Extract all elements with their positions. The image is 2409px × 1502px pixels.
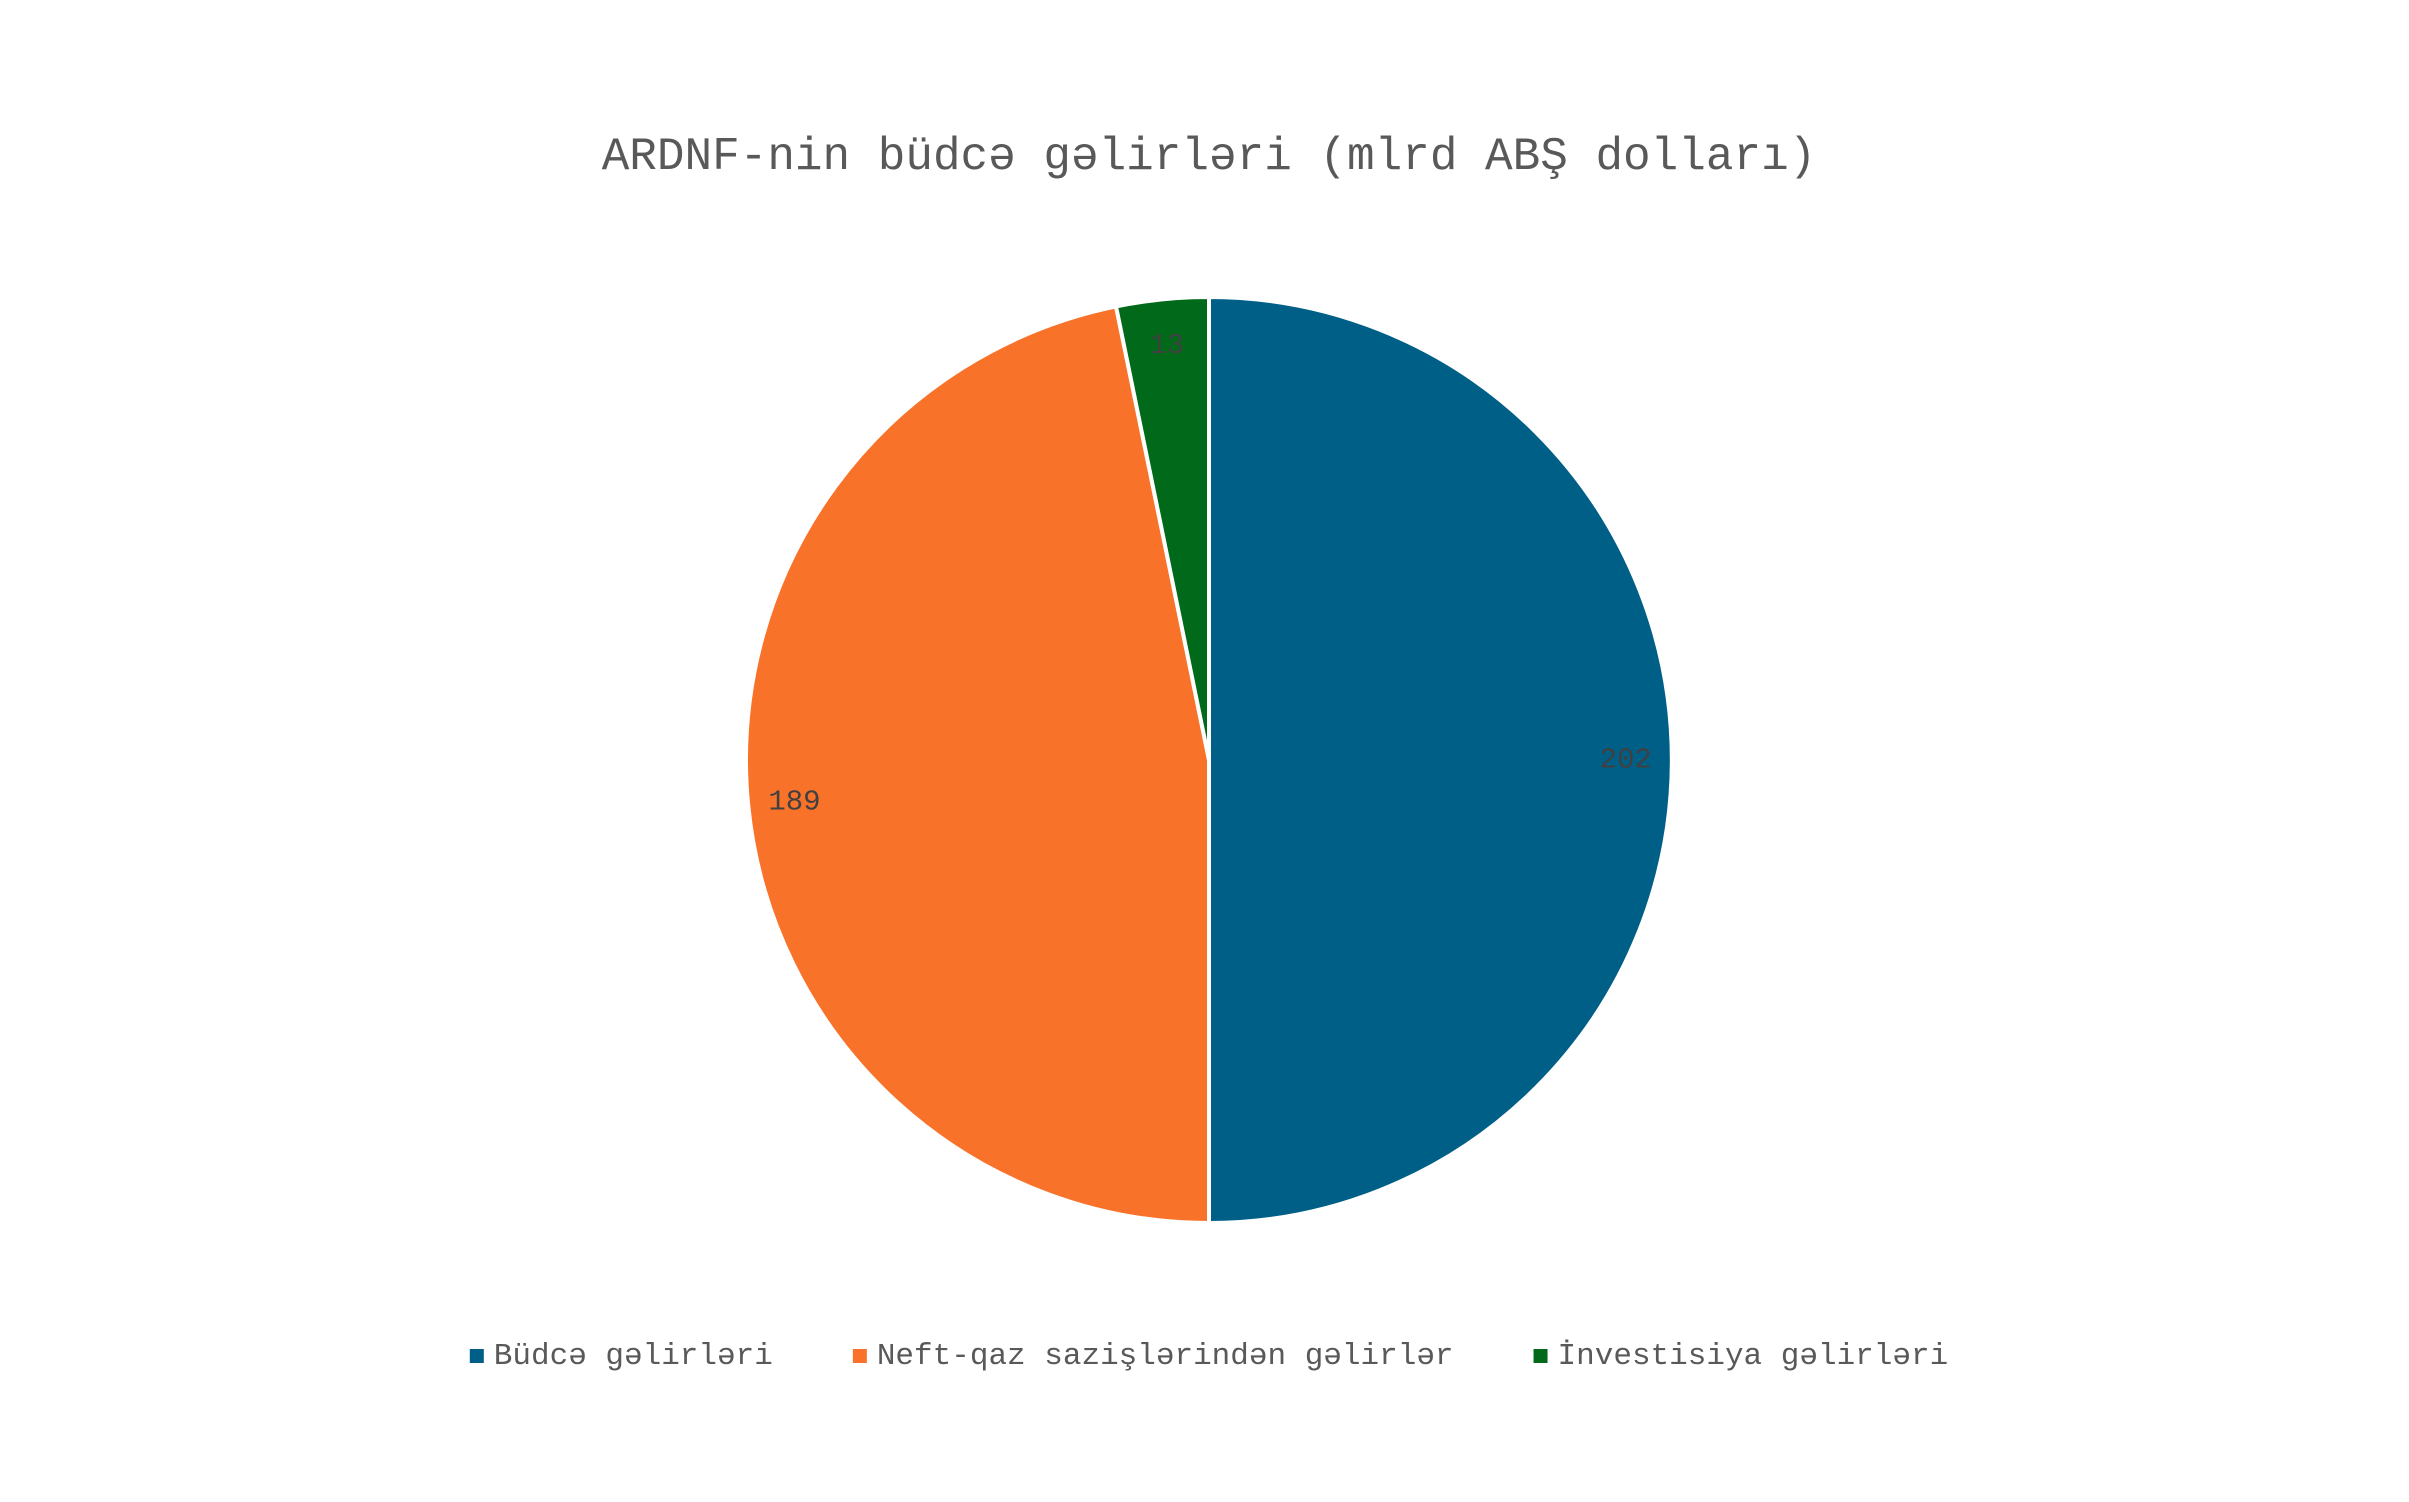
pie-slice: [1207, 294, 1674, 1226]
legend-marker: [469, 1349, 484, 1363]
data-label: 202: [1600, 744, 1652, 777]
legend-marker: [1533, 1349, 1548, 1363]
legend: Büdcə gəlirləri Neft-qaz sazişlərindən gə…: [469, 1339, 1949, 1374]
legend-label: Büdcə gəlirləri: [494, 1339, 773, 1374]
chart-title: ARDNF-nin büdcə gəlirləri (mlrd ABŞ doll…: [602, 131, 1817, 183]
legend-label: Neft-qaz sazişlərindən gəlirlər: [877, 1339, 1454, 1374]
pie-slice: [744, 304, 1211, 1226]
legend-label: İnvestisiya gəlirləri: [1558, 1339, 1949, 1374]
data-label: 189: [768, 786, 820, 819]
pie: [744, 294, 1674, 1226]
pie-slice: [1113, 294, 1211, 761]
legend-marker: [852, 1349, 867, 1363]
data-label: 13: [1150, 329, 1185, 362]
data-labels: 202 189 13: [768, 329, 1651, 819]
